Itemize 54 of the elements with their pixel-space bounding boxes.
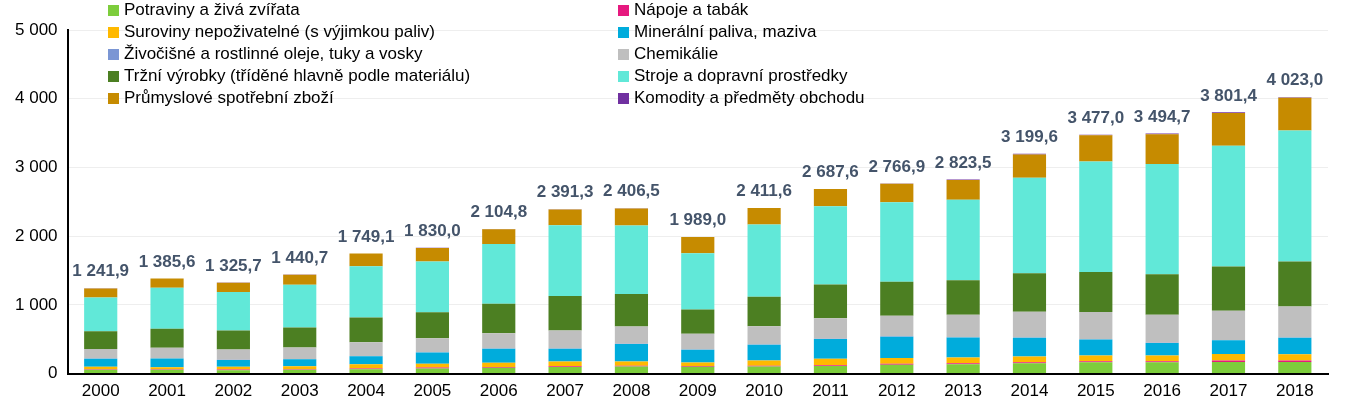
y-tick-label: 0 bbox=[48, 363, 58, 383]
total-label: 1 989,0 bbox=[669, 210, 727, 230]
legend-label: Suroviny nepoživatelné (s výjimkou paliv) bbox=[124, 22, 435, 42]
total-label: 2 766,9 bbox=[868, 156, 926, 176]
y-tick-label: 2 000 bbox=[14, 225, 58, 245]
total-label: 1 385,6 bbox=[138, 251, 196, 271]
y-tick-label: 4 000 bbox=[14, 88, 58, 108]
legend-label: Komodity a předměty obchodu bbox=[634, 88, 865, 108]
total-label: 2 687,6 bbox=[802, 162, 859, 182]
legend-label: Minerální paliva, maziva bbox=[634, 22, 817, 42]
x-tick-label: 2017 bbox=[1209, 381, 1248, 401]
y-tick-label: 5 000 bbox=[14, 19, 58, 39]
legend-label: Živočišné a rostlinné oleje, tuky a vosky bbox=[124, 44, 423, 64]
x-tick-label: 2011 bbox=[812, 381, 849, 401]
total-label: 1 440,7 bbox=[271, 247, 329, 267]
legend-label: Nápoje a tabák bbox=[634, 0, 749, 20]
x-tick-label: 2012 bbox=[877, 381, 916, 401]
total-label: 2 823,5 bbox=[934, 152, 992, 172]
x-tick-label: 2014 bbox=[1010, 381, 1049, 401]
x-tick-label: 2003 bbox=[280, 381, 319, 401]
x-tick-label: 2018 bbox=[1275, 381, 1314, 401]
legend-label: Stroje a dopravní prostředky bbox=[634, 66, 848, 86]
total-label: 2 104,8 bbox=[470, 202, 528, 222]
total-label: 3 199,6 bbox=[1001, 126, 1058, 146]
x-tick-label: 2008 bbox=[612, 381, 651, 401]
x-tick-label: 2016 bbox=[1143, 381, 1182, 401]
legend-label: Potraviny a živá zvířata bbox=[124, 0, 300, 20]
legend-label: Průmyslové spotřební zboží bbox=[124, 88, 334, 108]
x-tick-label: 2000 bbox=[81, 381, 120, 401]
x-tick-label: 2004 bbox=[347, 381, 385, 401]
total-label: 1 325,7 bbox=[205, 255, 262, 275]
total-label: 3 477,0 bbox=[1067, 107, 1125, 127]
total-label: 1 241,9 bbox=[72, 261, 130, 281]
total-label: 1 749,1 bbox=[337, 226, 395, 246]
total-label: 3 494,7 bbox=[1133, 106, 1191, 126]
x-tick-label: 2001 bbox=[148, 381, 186, 401]
x-tick-label: 2013 bbox=[944, 381, 983, 401]
x-tick-label: 2002 bbox=[214, 381, 253, 401]
x-tick-label: 2010 bbox=[745, 381, 784, 401]
y-tick-label: 3 000 bbox=[14, 157, 58, 177]
x-tick-label: 2007 bbox=[546, 381, 584, 401]
total-label: 2 411,6 bbox=[736, 181, 792, 201]
total-label: 4 023,0 bbox=[1266, 70, 1324, 90]
legend-label: Tržní výrobky (tříděné hlavně podle materiálu) bbox=[124, 66, 471, 86]
x-tick-label: 2009 bbox=[678, 381, 717, 401]
x-tick-label: 2005 bbox=[413, 381, 452, 401]
total-label: 1 830,0 bbox=[404, 221, 461, 241]
total-label: 2 406,5 bbox=[603, 181, 660, 201]
x-tick-label: 2006 bbox=[479, 381, 518, 401]
y-tick-label: 1 000 bbox=[14, 294, 58, 314]
total-label: 3 801,4 bbox=[1200, 85, 1258, 105]
legend-label: Chemikálie bbox=[634, 44, 719, 64]
x-tick-label: 2015 bbox=[1076, 381, 1115, 401]
total-label: 2 391,3 bbox=[536, 182, 594, 202]
